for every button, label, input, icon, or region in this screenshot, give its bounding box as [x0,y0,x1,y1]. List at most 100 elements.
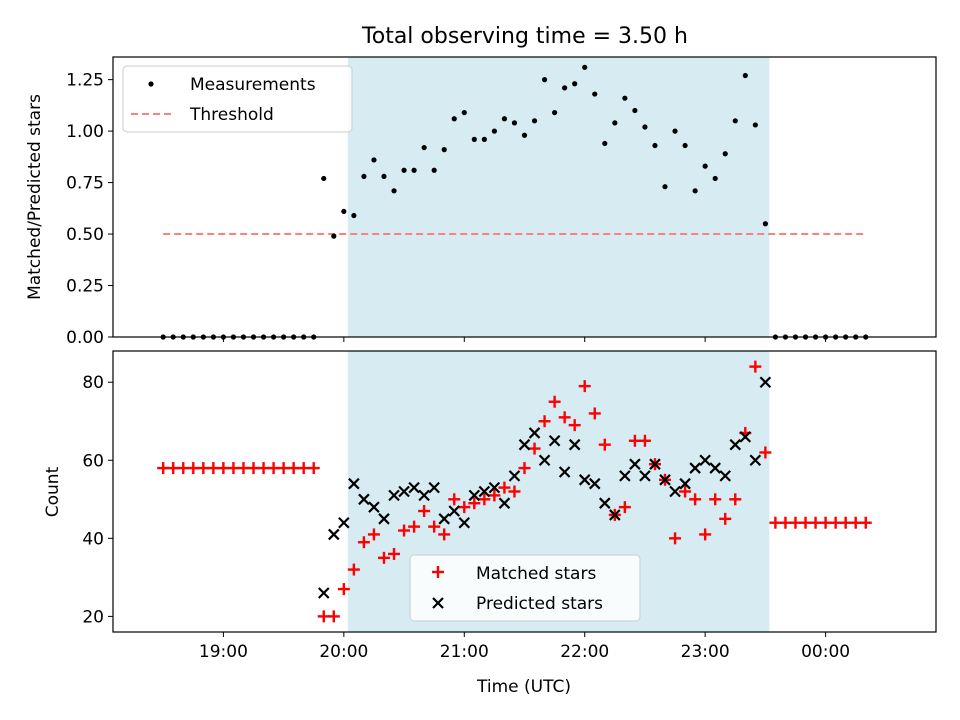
matched-star-point [337,583,350,596]
predicted-star-stroke [508,470,521,482]
measurement-point [371,157,377,163]
top-legend: Measurements Threshold [122,65,353,133]
matched-star-point [849,516,862,529]
matched-star-point [297,462,310,475]
predicted-star-stroke [759,376,772,389]
predicted-star-point [558,466,571,478]
matched-star-point [217,462,230,475]
measurement-point [702,163,708,169]
matched-star-point [508,485,521,498]
measurement-point [752,122,758,128]
predicted-star-point [669,485,681,498]
predicted-star-point [468,489,481,502]
predicted-star-point [599,497,611,509]
predicted-star-stroke [458,516,471,529]
x-tick-label: 19:00 [199,642,248,662]
measurement-point [722,151,728,157]
predicted-star-point [328,528,340,541]
predicted-star-point [518,438,531,451]
predicted-star-stroke [518,438,531,451]
predicted-star-stroke [739,431,752,443]
matched-star-point [438,528,451,541]
predicted-star-stroke [588,477,601,490]
measurement-point [572,81,578,87]
measurement-point [391,188,397,194]
chart-title: Total observing time = 3.50 h [361,24,688,49]
measurement-point [652,142,658,149]
predicted-star-point [749,454,762,467]
measurement-point [582,64,588,70]
matched-star-point [769,516,782,529]
measurement-point [562,85,568,91]
matched-star-point [408,520,421,533]
matched-star-point [317,610,330,623]
matched-star-point [689,493,702,506]
matched-star-point [628,434,641,447]
matched-star-point [307,462,320,475]
measurement-point [421,144,427,151]
legend-marker-matched [432,566,444,578]
matched-star-point [267,462,280,475]
measurement-point [461,109,467,116]
predicted-star-stroke [368,501,380,513]
measurement-point [541,77,548,83]
predicted-star-stroke [468,489,481,502]
predicted-star-stroke [388,489,400,502]
x-tick-label: 00:00 [801,642,850,662]
measurement-point [692,188,698,194]
predicted-star-point [508,470,521,482]
predicted-star-stroke [448,505,461,517]
predicted-star-stroke [438,513,450,525]
matched-star-point [448,493,461,506]
predicted-star-point [719,470,732,482]
predicted-star-point [408,481,420,494]
matched-star-point [488,489,501,502]
matched-star-point [478,493,491,506]
measurement-point [361,173,367,180]
predicted-star-point [619,470,631,482]
matched-star-point [398,524,411,537]
y-tick-label: 0.75 [66,174,104,194]
predicted-star-stroke [478,485,491,498]
matched-star-point [749,360,762,373]
legend-marker-measurements [148,81,154,87]
predicted-star-point [629,458,641,470]
y-tick-label: 1.00 [66,122,104,142]
matched-star-point [247,462,260,475]
predicted-star-point [358,493,370,506]
measurement-point [321,175,327,182]
matched-star-point [779,516,792,529]
matched-star-point [719,512,732,525]
measurement-point [511,120,518,126]
bottom-x-axis: 19:00 20:00 21:00 22:00 23:00 00:00 [199,632,850,662]
predicted-stars-series [317,376,772,599]
predicted-star-point [739,431,752,443]
matched-star-point [187,462,200,475]
measurement-point [441,147,447,153]
y-tick-label: 80 [82,373,104,393]
predicted-star-point [528,427,541,439]
matched-star-point [287,462,300,475]
predicted-star-point [659,474,671,486]
predicted-star-stroke [408,481,420,494]
matched-star-point [237,462,250,475]
predicted-star-stroke [749,454,762,467]
predicted-star-stroke [358,493,370,506]
top-axes-frame [112,56,937,338]
predicted-star-point [699,454,711,467]
matched-star-point [699,528,712,541]
matched-star-point [859,516,872,529]
matched-star-point [367,528,380,541]
predicted-star-stroke [649,458,661,470]
matched-star-point [388,547,401,560]
predicted-star-point [418,489,430,502]
predicted-star-point [679,477,691,490]
predicted-star-stroke [538,454,551,467]
measurement-point [552,109,558,116]
predicted-star-point [428,481,440,494]
predicted-star-point [609,509,621,521]
predicted-star-point [368,501,380,513]
bottom-y-axis: 20 40 60 80 [82,373,113,627]
measurement-point [341,208,347,215]
matched-star-point [257,462,270,475]
